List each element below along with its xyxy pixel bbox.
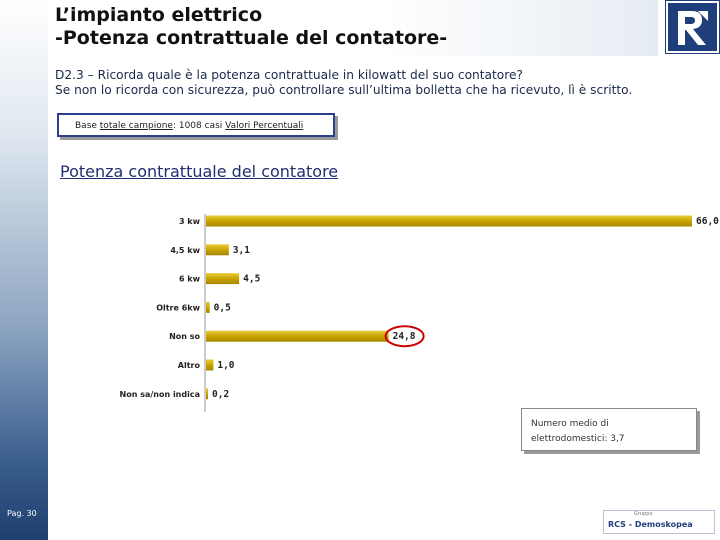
sample-base-box: Base totale campione: 1008 casi Valori P… xyxy=(57,113,335,137)
value-label: 0,2 xyxy=(212,389,229,400)
page-title-line1: L’impianto elettrico xyxy=(55,4,263,26)
bar xyxy=(206,244,229,256)
value-label: 1,0 xyxy=(217,360,234,371)
average-appliances-note: Numero medio di elettrodomestici: 3,7 xyxy=(521,408,697,451)
bar xyxy=(206,301,210,313)
value-label: 3,1 xyxy=(233,245,250,256)
category-label: 6 kw xyxy=(179,275,201,284)
question-line1: D2.3 – Ricorda quale è la potenza contra… xyxy=(55,68,523,82)
base-totale: totale campione xyxy=(99,121,173,131)
note-line2: elettrodomestici: 3,7 xyxy=(531,434,625,444)
category-label: Non so xyxy=(169,332,200,341)
chart-title: Potenza contrattuale del contatore xyxy=(60,162,339,181)
value-label: 66,0 xyxy=(696,216,719,227)
bar xyxy=(206,388,208,400)
category-label: 4,5 kw xyxy=(170,246,200,255)
category-label: 3 kw xyxy=(179,217,201,226)
base-label: Base xyxy=(75,121,100,131)
brand-logo-icon xyxy=(678,11,708,45)
base-valori: Valori Percentuali xyxy=(225,121,304,131)
side-gradient-strip xyxy=(0,0,48,540)
bar xyxy=(206,215,692,227)
title-band xyxy=(48,0,658,56)
question-line2: Se non lo ricorda con sicurezza, può con… xyxy=(55,83,633,97)
bar xyxy=(206,359,214,371)
value-label: 24,8 xyxy=(393,331,416,342)
value-label: 0,5 xyxy=(214,302,231,313)
footer-logo-group: Gruppo xyxy=(634,511,653,517)
category-label: Oltre 6kw xyxy=(156,303,200,312)
question-text: D2.3 – Ricorda quale è la potenza contra… xyxy=(55,68,632,98)
highlight-circle xyxy=(384,325,425,348)
page-title-line2: -Potenza contrattuale del contatore- xyxy=(55,27,448,49)
footer-logo: Gruppo RCS - Demoskopea xyxy=(603,510,715,534)
category-label: Altro xyxy=(178,361,201,370)
bar xyxy=(206,273,240,285)
category-label: Non sa/non indica xyxy=(120,390,200,399)
page-number: Pag. 30 xyxy=(7,509,37,518)
bar xyxy=(206,330,389,342)
brand-logo xyxy=(665,0,720,54)
footer-logo-text: RCS - Demoskopea xyxy=(608,520,693,529)
value-label: 4,5 xyxy=(243,274,260,285)
note-line1: Numero medio di xyxy=(531,419,609,429)
base-count: : 1008 casi xyxy=(172,121,226,131)
